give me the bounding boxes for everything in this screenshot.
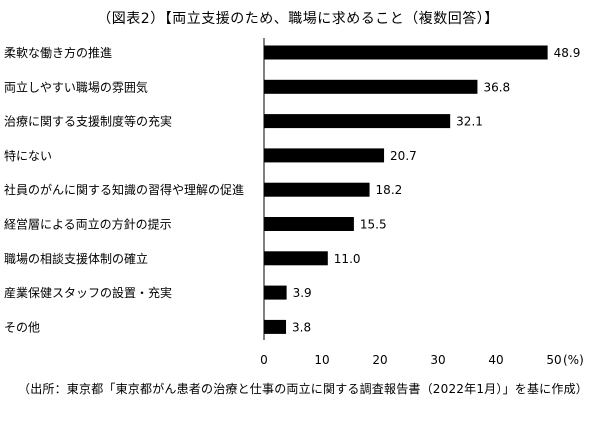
category-label: 職場の相談支援体制の確立 [4, 251, 148, 266]
x-tick-labels: 0 10 20 30 40 50 [260, 353, 561, 367]
value-label: 32.1 [456, 115, 483, 129]
bar [264, 114, 451, 129]
chart-title: （図表2）【両立支援のため、職場に求めること（複数回答）】 [97, 11, 499, 27]
value-label: 36.8 [483, 80, 510, 94]
x-tick-label: 30 [430, 353, 445, 367]
category-label: 経営層による両立の方針の提示 [4, 217, 172, 232]
category-label: 産業保健スタッフの設置・充実 [4, 285, 172, 300]
value-label: 20.7 [390, 149, 417, 163]
category-labels: 柔軟な働き方の推進両立しやすい職場の雰囲気治療に関する支援制度等の充実特にない社… [4, 45, 244, 334]
category-label: 柔軟な働き方の推進 [4, 45, 112, 60]
value-label: 3.8 [292, 320, 311, 334]
bar [264, 79, 478, 94]
category-label: 治療に関する支援制度等の充実 [4, 114, 172, 129]
bar [264, 217, 354, 231]
bar [264, 319, 287, 334]
bars [264, 45, 548, 334]
value-label: 15.5 [360, 218, 387, 232]
x-tick-label: 20 [372, 353, 387, 367]
value-labels: 48.9 36.8 32.1 20.7 18.2 15.5 11.0 3.9 3.8 [292, 46, 580, 334]
category-label: 両立しやすい職場の雰囲気 [4, 79, 148, 94]
bar [264, 251, 328, 266]
bar [264, 148, 385, 163]
category-label: 特にない [4, 148, 52, 163]
x-tick-label: 10 [314, 353, 329, 367]
bar [264, 45, 548, 60]
bar [264, 182, 370, 197]
x-tick-label: 40 [488, 353, 503, 367]
x-tick-label: 0 [260, 353, 268, 367]
value-label: 18.2 [376, 183, 403, 197]
category-label: 社員のがんに関する知識の習得や理解の促進 [4, 182, 244, 197]
bar [264, 285, 287, 300]
value-label: 48.9 [554, 46, 581, 60]
source-note: （出所：東京都「東京都がん患者の治療と仕事の両立に関する調査報告書（2022年1… [18, 382, 588, 396]
value-label: 11.0 [334, 252, 361, 266]
value-label: 3.9 [293, 286, 312, 300]
x-axis-unit: (%) [563, 353, 584, 367]
category-label: その他 [4, 320, 40, 334]
x-tick-label: 50 [546, 353, 561, 367]
